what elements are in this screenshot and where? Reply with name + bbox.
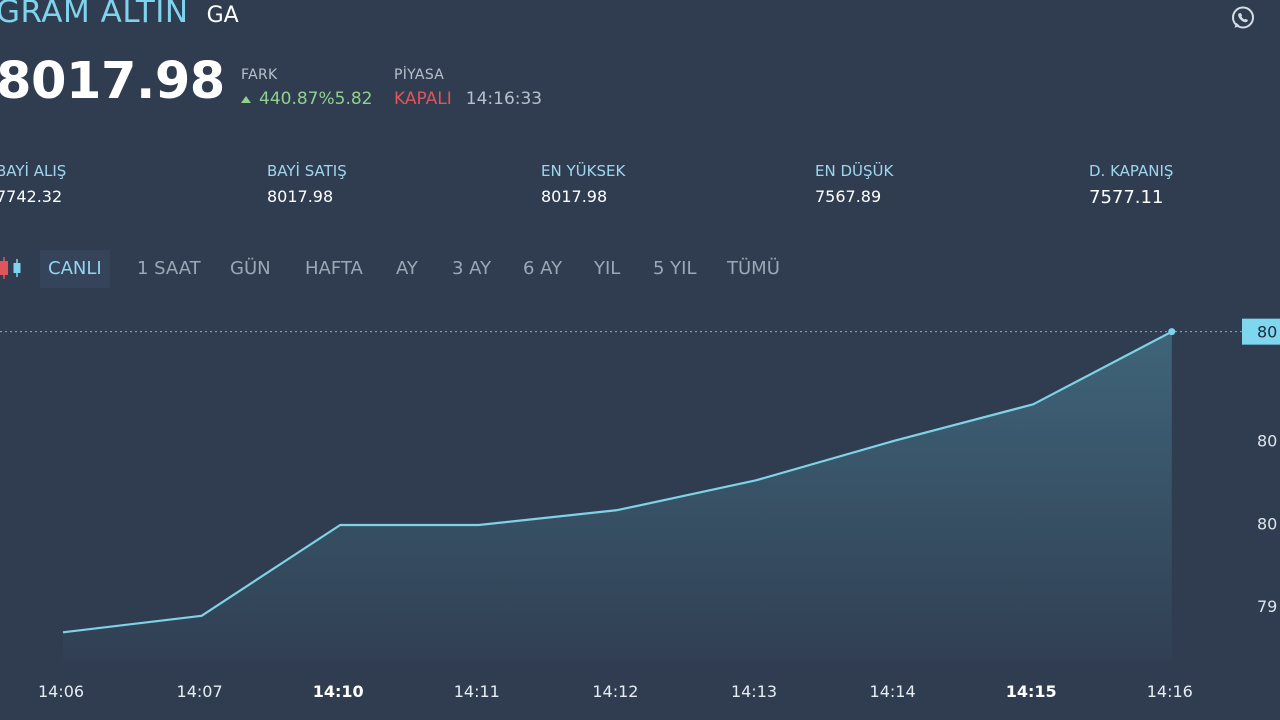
tab-tumu[interactable]: TÜMÜ	[727, 258, 780, 279]
stat-d-kapanis: D. KAPANIŞ 7577.11	[1089, 162, 1173, 208]
y-tick-label: 80	[1257, 432, 1277, 451]
instrument-symbol: GA	[206, 3, 239, 28]
x-tick-label: 14:14	[870, 682, 916, 701]
y-tick-label: 80	[1257, 514, 1277, 533]
last-update-time: 14:16:33	[465, 89, 543, 109]
tab-hafta[interactable]: HAFTA	[305, 258, 363, 279]
chart-labels-group: 14:06 14:07 14:10 14:11 14:12 14:13 14:14 14:15…	[38, 316, 1280, 701]
instrument-title: GRAM ALTIN	[0, 0, 189, 30]
last-price-tag	[1242, 318, 1280, 345]
stat-bayi-satis: BAYİ SATIŞ 8017.98	[267, 162, 347, 206]
stat-bayi-alis: BAYİ ALIŞ 7742.32	[0, 162, 66, 206]
x-tick-label: 14:10	[313, 682, 364, 701]
x-tick-label: 14:07	[177, 682, 223, 701]
stat-label: D. KAPANIŞ	[1089, 162, 1174, 180]
tab-5-yil[interactable]: 5 YIL	[653, 258, 697, 279]
tab-6-ay[interactable]: 6 AY	[523, 258, 563, 279]
fark-block: FARK 440.87%5.82	[241, 67, 373, 109]
last-price-tag-label: 80	[1257, 323, 1277, 342]
stat-value: 8017.98	[541, 187, 608, 206]
header: GRAM ALTIN GA	[0, 0, 239, 30]
tab-canli[interactable]: CANLI	[40, 250, 110, 288]
y-tick-label: 79	[1257, 597, 1277, 616]
stat-label: EN DÜŞÜK	[815, 162, 894, 180]
stat-en-yuksek: EN YÜKSEK 8017.98	[541, 162, 625, 206]
chart-marks-group	[0, 328, 1242, 634]
fark-label: FARK	[241, 67, 278, 83]
stat-label: BAYİ ALIŞ	[0, 162, 67, 180]
last-price-dot	[1168, 328, 1176, 336]
up-arrow-icon	[241, 95, 251, 103]
tab-3-ay[interactable]: 3 AY	[452, 258, 492, 279]
market-status-row: KAPALI 14:16:33	[394, 89, 542, 109]
x-tick-label: 14:11	[454, 682, 500, 701]
x-tick-label: 14:06	[38, 682, 84, 701]
stat-value: 7577.11	[1089, 187, 1164, 208]
tab-gun[interactable]: GÜN	[230, 258, 271, 279]
tab-1-saat[interactable]: 1 SAAT	[137, 258, 201, 279]
whatsapp-icon[interactable]	[1229, 4, 1257, 32]
stat-en-dusuk: EN DÜŞÜK 7567.89	[815, 162, 893, 206]
x-tick-label: 14:13	[731, 682, 777, 701]
candlestick-icon[interactable]	[0, 255, 24, 281]
stat-value: 8017.98	[267, 187, 334, 206]
fark-value-row: 440.87%5.82	[241, 89, 373, 109]
price-area-fill	[63, 331, 1172, 660]
fark-value: 440.87%5.82	[259, 89, 373, 109]
tab-ay[interactable]: AY	[396, 258, 418, 279]
stat-value: 7567.89	[815, 187, 882, 206]
market-status: KAPALI	[394, 89, 452, 109]
stat-value: 7742.32	[0, 187, 63, 206]
chart-area-group	[63, 331, 1172, 660]
stat-label: EN YÜKSEK	[541, 162, 626, 180]
x-tick-label: 14:16	[1147, 682, 1193, 701]
x-tick-label: 14:12	[592, 682, 638, 701]
stat-label: BAYİ SATIŞ	[267, 162, 347, 180]
price-line	[62, 330, 1173, 634]
market-status-block: PİYASA KAPALI 14:16:33	[394, 67, 542, 109]
piyasa-label: PİYASA	[394, 67, 445, 83]
tab-yil[interactable]: YIL	[594, 258, 621, 279]
timeframe-tabs: CANLI 1 SAAT GÜN HAFTA AY 3 AY 6 AY YIL …	[0, 250, 820, 288]
x-tick-label: 14:15	[1006, 682, 1057, 701]
current-price: 8017.98	[0, 52, 225, 111]
